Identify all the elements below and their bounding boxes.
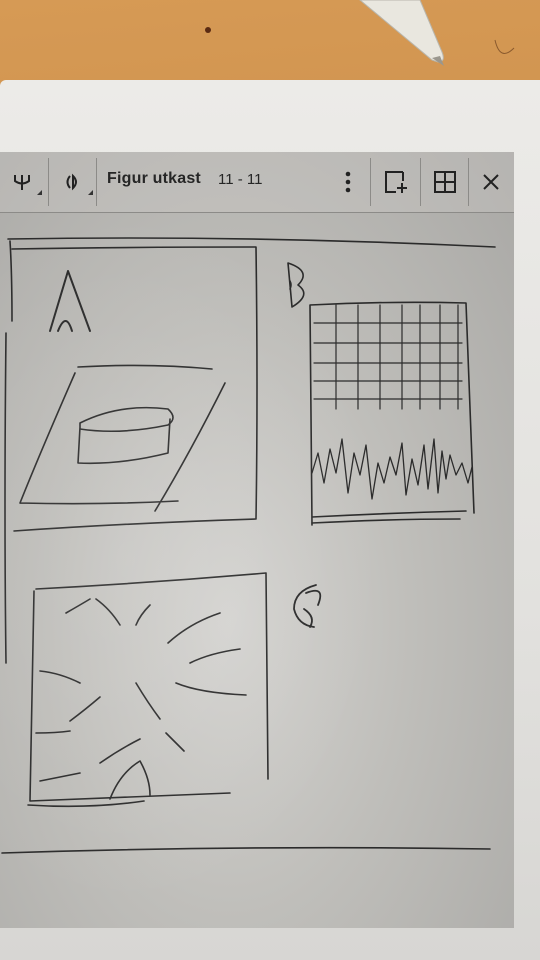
toolbar-divider — [96, 158, 97, 206]
panel-c-frame — [27, 572, 269, 808]
drawing-canvas[interactable] — [0, 213, 514, 928]
sketch-border-top — [7, 237, 496, 248]
sketch-border-left — [4, 240, 13, 664]
eraser-tool-icon[interactable] — [52, 152, 92, 212]
pen-tool-icon[interactable] — [0, 152, 44, 212]
panel-a-label — [49, 270, 91, 332]
page-indicator: 11 - 11 — [218, 171, 263, 188]
panel-b-baseline — [311, 518, 461, 524]
panel-a-plane — [19, 364, 226, 512]
panel-a-frame — [11, 246, 258, 532]
panel-b-frame — [309, 301, 475, 526]
panel-a-cylinder — [77, 406, 174, 465]
panel-b-label — [287, 262, 305, 308]
toolbar-divider — [468, 158, 469, 206]
screen: Figur utkast 11 - 11 — [0, 152, 514, 928]
toolbar-divider — [420, 158, 421, 206]
sketch-border-bottom — [1, 846, 491, 854]
eraser-options-indicator — [88, 190, 93, 195]
panel-c-pattern — [35, 598, 247, 800]
stylus-pen — [205, 0, 515, 66]
panel-b-signal — [311, 438, 473, 500]
document-title: Figur utkast — [107, 170, 201, 187]
add-page-icon[interactable] — [374, 152, 418, 212]
pen-options-indicator — [37, 190, 42, 195]
toolbar-divider — [48, 158, 49, 206]
toolbar-divider — [370, 158, 371, 206]
close-icon[interactable] — [470, 152, 512, 212]
grid-layout-icon[interactable] — [424, 152, 466, 212]
toolbar: Figur utkast 11 - 11 — [0, 152, 514, 213]
panel-c-label — [293, 584, 322, 628]
more-options-icon[interactable] — [330, 152, 366, 212]
panel-b-grid — [313, 304, 463, 410]
